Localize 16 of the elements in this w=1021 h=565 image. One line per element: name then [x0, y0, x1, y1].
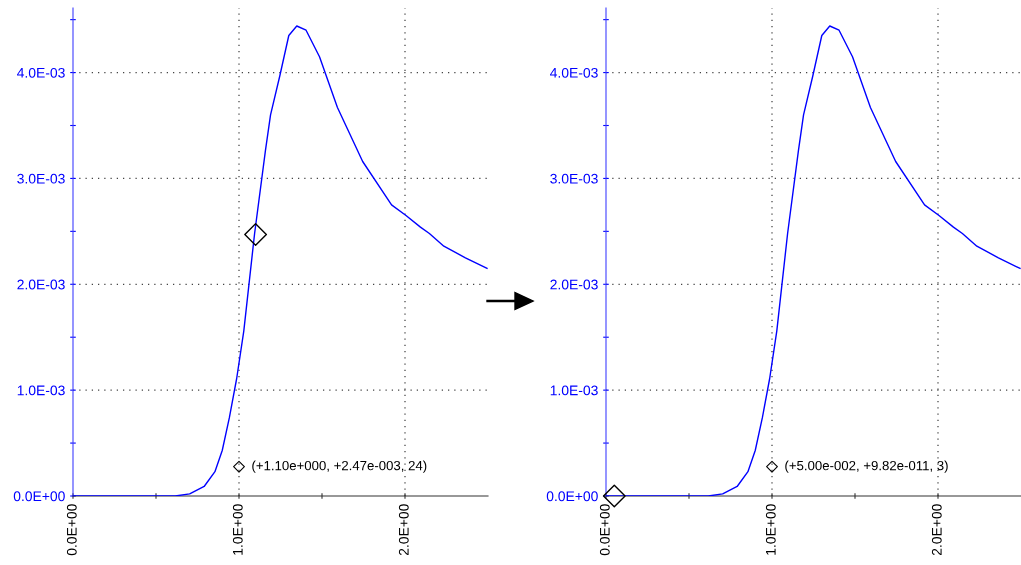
y-tick-label: 3.0E-03 [550, 173, 598, 184]
y-tick-label: 1.0E-03 [550, 385, 598, 396]
y-tick-label: 4.0E-03 [550, 67, 598, 78]
y-tick-label: 2.0E-03 [17, 279, 65, 290]
x-tick-label: 1.0E+00 [765, 504, 776, 555]
y-tick-label: 2.0E-03 [550, 279, 598, 290]
annotation: (+5.00e-002, +9.82e-011, 3) [785, 460, 948, 473]
y-tick-label: 0.0E+00 [546, 491, 598, 502]
x-tick-label: 1.0E+00 [232, 504, 243, 555]
y-tick-label: 1.0E-03 [17, 385, 65, 396]
x-tick-label: 2.0E+00 [931, 504, 942, 556]
y-tick-label: 3.0E-03 [17, 173, 65, 184]
y-tick-label: 0.0E+00 [13, 491, 65, 502]
annotation: (+1.10e+000, +2.47e-003, 24) [252, 460, 427, 473]
y-tick-label: 4.0E-03 [17, 67, 65, 78]
x-tick-label: 2.0E+00 [398, 504, 409, 556]
